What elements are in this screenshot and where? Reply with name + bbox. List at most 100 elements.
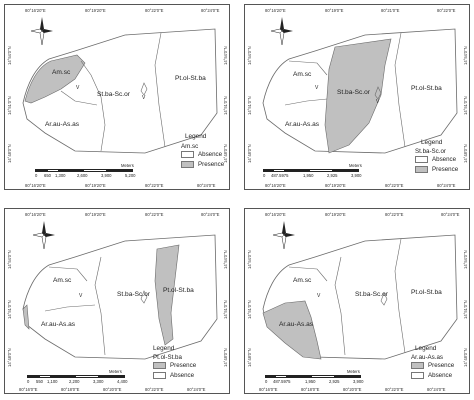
bottom-coord: 80°24'0"E: [187, 387, 206, 392]
bottom-coord: 80°19'20"E: [85, 183, 106, 188]
scale-tick: 0: [263, 173, 266, 178]
legend-item-presence: Presence: [153, 362, 196, 369]
top-coord: 80°22'0"E: [145, 212, 164, 217]
absence-swatch: [153, 372, 166, 379]
region-boundary: [334, 256, 346, 356]
scale-tick: 5,200: [125, 173, 136, 178]
bottom-coord: 80°20'0"E: [343, 387, 362, 392]
bottom-coord: 80°16'0"E: [259, 387, 278, 392]
presence-area: [154, 244, 180, 346]
legend-title: Legend: [153, 345, 175, 352]
region-label: Pt.ol-St.ba: [411, 85, 442, 92]
absence-swatch: [415, 156, 428, 163]
scale-tick: 650: [44, 173, 51, 178]
map-canvas: [22, 234, 218, 360]
scale-tick: 1,300: [55, 173, 66, 178]
presence-area: [324, 38, 392, 154]
village-polygon: [374, 86, 382, 100]
top-coord: 80°22'0"E: [437, 8, 456, 13]
legend-title: Legend: [185, 133, 207, 140]
legend-species: Ar.au-As.as: [411, 354, 443, 361]
scale-unit: Meters: [121, 163, 134, 168]
region-label: Pt.ol-St.ba: [411, 289, 442, 296]
scale-bar: Meters 0 550 1,100 2,200 3,300 4,400: [27, 369, 137, 384]
village-label: V: [376, 99, 380, 105]
top-coord: 80°19'20"E: [85, 212, 106, 217]
bottom-coord: 80°24'0"E: [437, 183, 456, 188]
map-panel-pt-ol-st-ba: 80°16'20"E 80°19'20"E 80°22'0"E 80°24'0"…: [4, 208, 230, 394]
region-label: Ar.au-As.as: [285, 121, 320, 128]
region-label: Am.sc: [293, 71, 312, 78]
top-coord: 80°16'20"E: [25, 212, 46, 217]
legend-species: Pt.ol-St.ba: [153, 354, 182, 361]
legend-title: Legend: [415, 345, 437, 352]
scale-tick: 2,200: [69, 379, 80, 384]
bottom-coord: 80°16'20"E: [265, 183, 286, 188]
region-label: Pt.ol-St.ba: [163, 287, 194, 294]
scale-tick: 487.5975: [271, 173, 289, 178]
region-boundary: [80, 60, 106, 152]
region-label: Ar.au-As.as: [45, 121, 80, 128]
bottom-coord: 80°20'0"E: [103, 387, 122, 392]
bottom-coord: 80°19'20"E: [325, 183, 346, 188]
scale-tick: 4,400: [117, 379, 128, 384]
village-label: V: [76, 85, 80, 91]
bottom-coord: 80°22'0"E: [385, 387, 404, 392]
village-polygon: [140, 82, 148, 96]
legend-item-label: Presence: [432, 166, 459, 173]
region-boundary: [284, 98, 328, 106]
legend-item-label: Absence: [428, 372, 453, 379]
region-label: Am.sc: [293, 277, 312, 284]
legend-item-label: Presence: [198, 161, 225, 168]
legend-item-presence: Presence: [181, 161, 224, 168]
scale-bar: Meters 0 650 1,300 2,600 3,900 5,200: [35, 163, 145, 178]
scale-unit: Meters: [347, 369, 360, 374]
region-boundary: [288, 266, 328, 282]
scale-tick: 0: [35, 173, 38, 178]
scale-tick: 1,950: [303, 173, 314, 178]
region-label: Ar.au-As.as: [41, 321, 76, 328]
scale-tick: 2,925: [329, 379, 340, 384]
region-boundary: [60, 90, 98, 106]
region-boundary: [394, 238, 406, 354]
region-label: St.ba-Sc.or: [97, 91, 130, 98]
bottom-coord: 80°18'0"E: [301, 387, 320, 392]
legend-item-label: Presence: [428, 362, 455, 369]
top-coord: 80°16'20"E: [265, 8, 286, 13]
top-coord: 80°22'0"E: [145, 8, 164, 13]
north-arrow-icon: [31, 17, 53, 45]
map-panel-st-ba-sc-or: 80°16'20"E 80°19'0"E 80°21'0"E 80°22'0"E…: [244, 4, 470, 190]
north-arrow-icon: [271, 17, 293, 45]
scale-tick: 487.5975: [273, 379, 291, 384]
legend-species: Am.sc: [181, 143, 199, 150]
region-label: Ar.au-As.as: [279, 321, 314, 328]
legend-item-label: Presence: [170, 362, 197, 369]
village-polygon: [140, 290, 148, 304]
top-coord: 80°19'20"E: [325, 212, 346, 217]
scale-tick: 3,900: [351, 173, 362, 178]
presence-area: [22, 304, 30, 330]
region-boundary: [288, 60, 328, 76]
scale-tick: 3,900: [353, 379, 364, 384]
region-label: Am.sc: [52, 69, 71, 76]
village-polygon: [380, 292, 388, 306]
region-label: St.ba-Sc.or: [355, 291, 388, 298]
presence-swatch: [153, 362, 166, 369]
top-coord: 80°16'20"E: [25, 8, 46, 13]
region-boundary: [154, 32, 166, 148]
map-canvas: [262, 28, 458, 154]
top-coord: 80°24'0"E: [201, 212, 220, 217]
region-label: Am.sc: [53, 277, 72, 284]
scale-tick: 0: [27, 379, 30, 384]
presence-swatch: [181, 161, 194, 168]
village-label: V: [79, 293, 83, 299]
top-coord: 80°19'20"E: [85, 8, 106, 13]
scale-bar: Meters 0 487.5975 1,950 2,925 3,900: [263, 163, 393, 178]
bottom-coord: 80°16'20"E: [25, 183, 46, 188]
bottom-coord: 80°22'0"E: [385, 183, 404, 188]
map-canvas: [22, 28, 218, 154]
map-panel-am-sc: 80°16'20"E 80°19'20"E 80°22'0"E 80°24'0"…: [4, 4, 230, 190]
scale-tick: 1,100: [47, 379, 58, 384]
bottom-coord: 80°24'0"E: [197, 183, 216, 188]
north-arrow-icon: [273, 221, 295, 249]
